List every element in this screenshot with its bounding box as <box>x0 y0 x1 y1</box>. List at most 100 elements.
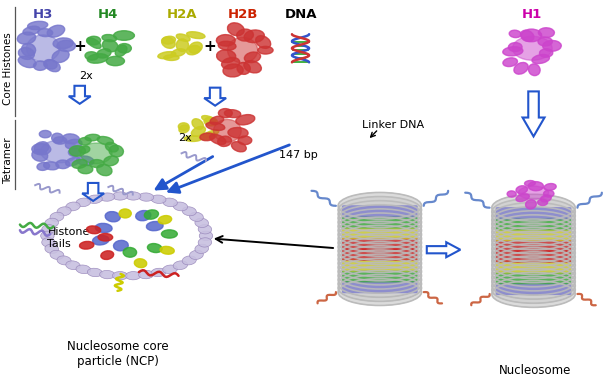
Ellipse shape <box>516 186 527 193</box>
Ellipse shape <box>338 201 422 227</box>
Ellipse shape <box>519 186 549 199</box>
Ellipse shape <box>238 136 252 145</box>
Ellipse shape <box>199 231 213 241</box>
Ellipse shape <box>177 34 190 41</box>
Ellipse shape <box>492 256 575 283</box>
Ellipse shape <box>338 279 422 306</box>
Ellipse shape <box>492 203 575 229</box>
Ellipse shape <box>492 194 575 221</box>
Ellipse shape <box>492 227 575 254</box>
Ellipse shape <box>160 246 174 254</box>
Ellipse shape <box>104 156 118 166</box>
Ellipse shape <box>139 193 154 201</box>
Ellipse shape <box>338 192 422 219</box>
Ellipse shape <box>182 256 196 265</box>
Ellipse shape <box>520 30 534 41</box>
Ellipse shape <box>53 38 73 49</box>
Ellipse shape <box>173 261 188 270</box>
Ellipse shape <box>492 231 575 258</box>
Ellipse shape <box>66 261 80 270</box>
Ellipse shape <box>189 212 204 222</box>
Ellipse shape <box>78 165 93 174</box>
Ellipse shape <box>538 28 554 38</box>
Ellipse shape <box>492 272 575 299</box>
Ellipse shape <box>492 244 575 270</box>
Ellipse shape <box>492 280 575 307</box>
Ellipse shape <box>80 241 94 249</box>
Ellipse shape <box>171 49 186 57</box>
Ellipse shape <box>134 259 147 268</box>
Ellipse shape <box>164 55 179 60</box>
Ellipse shape <box>503 47 523 56</box>
FancyBboxPatch shape <box>496 283 571 295</box>
Ellipse shape <box>206 122 225 130</box>
Ellipse shape <box>18 48 34 59</box>
FancyBboxPatch shape <box>496 207 571 220</box>
Ellipse shape <box>161 230 177 238</box>
Ellipse shape <box>204 117 218 126</box>
Ellipse shape <box>256 36 271 48</box>
Ellipse shape <box>34 61 47 70</box>
Ellipse shape <box>258 46 273 54</box>
FancyBboxPatch shape <box>496 229 571 241</box>
Ellipse shape <box>528 182 544 191</box>
Ellipse shape <box>492 252 575 279</box>
Ellipse shape <box>338 209 422 236</box>
Ellipse shape <box>338 254 422 281</box>
Ellipse shape <box>32 150 48 161</box>
Ellipse shape <box>93 236 109 245</box>
Ellipse shape <box>126 192 141 200</box>
Ellipse shape <box>544 190 554 197</box>
Ellipse shape <box>191 127 205 136</box>
Ellipse shape <box>338 234 422 260</box>
Ellipse shape <box>227 37 257 63</box>
Ellipse shape <box>539 49 553 57</box>
Ellipse shape <box>102 40 118 52</box>
Ellipse shape <box>338 196 422 223</box>
Ellipse shape <box>97 136 113 145</box>
Ellipse shape <box>522 29 542 42</box>
Ellipse shape <box>47 25 65 37</box>
Ellipse shape <box>117 44 131 53</box>
Ellipse shape <box>102 35 116 42</box>
Ellipse shape <box>203 130 219 138</box>
Ellipse shape <box>492 268 575 295</box>
Ellipse shape <box>45 218 58 228</box>
Ellipse shape <box>186 32 205 39</box>
Ellipse shape <box>244 60 261 73</box>
Ellipse shape <box>173 202 188 211</box>
FancyBboxPatch shape <box>342 281 417 293</box>
Ellipse shape <box>492 239 575 266</box>
Ellipse shape <box>525 200 536 209</box>
Ellipse shape <box>338 271 422 297</box>
Ellipse shape <box>34 142 49 154</box>
Ellipse shape <box>162 265 177 274</box>
Ellipse shape <box>543 40 562 51</box>
Ellipse shape <box>51 133 64 143</box>
Ellipse shape <box>218 109 232 118</box>
Ellipse shape <box>113 192 128 200</box>
Ellipse shape <box>503 58 517 66</box>
Ellipse shape <box>23 26 40 35</box>
Text: 2x: 2x <box>178 133 191 143</box>
Ellipse shape <box>87 268 102 277</box>
Ellipse shape <box>57 256 71 265</box>
Ellipse shape <box>528 64 540 76</box>
Ellipse shape <box>338 213 422 240</box>
Ellipse shape <box>509 30 521 38</box>
Ellipse shape <box>147 222 163 231</box>
Ellipse shape <box>538 37 552 46</box>
Ellipse shape <box>151 195 166 203</box>
Ellipse shape <box>37 162 50 170</box>
Ellipse shape <box>213 119 241 142</box>
Ellipse shape <box>178 123 189 130</box>
Ellipse shape <box>162 37 175 48</box>
Text: H2A: H2A <box>166 8 197 21</box>
Ellipse shape <box>32 144 51 155</box>
Ellipse shape <box>37 28 53 36</box>
Ellipse shape <box>232 142 246 152</box>
Ellipse shape <box>87 54 108 63</box>
FancyBboxPatch shape <box>496 250 571 263</box>
FancyBboxPatch shape <box>342 249 417 261</box>
Ellipse shape <box>52 50 69 63</box>
